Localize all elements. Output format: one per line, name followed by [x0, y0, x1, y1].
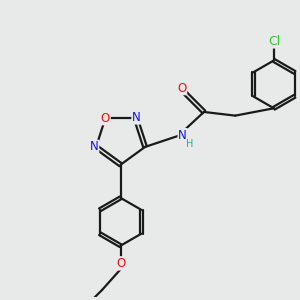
Text: N: N: [132, 111, 141, 124]
Text: N: N: [178, 129, 187, 142]
Text: O: O: [101, 112, 110, 124]
Text: O: O: [177, 82, 187, 94]
Text: Cl: Cl: [268, 35, 280, 48]
Text: N: N: [90, 140, 99, 153]
Text: H: H: [186, 139, 194, 149]
Text: O: O: [116, 257, 125, 270]
